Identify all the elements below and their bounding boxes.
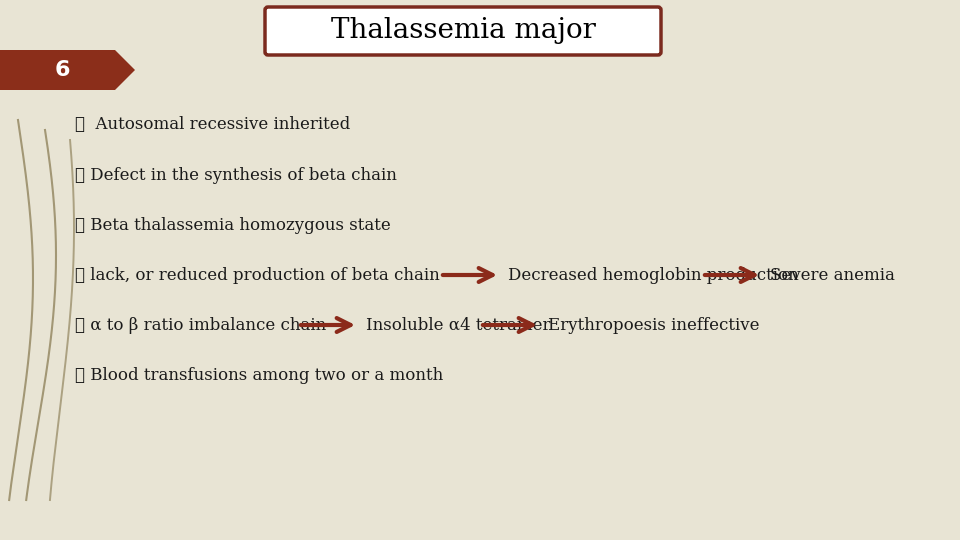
- Text: Insoluble α4 tetramer: Insoluble α4 tetramer: [366, 316, 550, 334]
- Text: Severe anemia: Severe anemia: [770, 267, 895, 284]
- Text: ☐ lack, or reduced production of beta chain: ☐ lack, or reduced production of beta ch…: [75, 267, 440, 284]
- Text: ☐  Autosomal recessive inherited: ☐ Autosomal recessive inherited: [75, 117, 350, 133]
- Text: ☐ Defect in the synthesis of beta chain: ☐ Defect in the synthesis of beta chain: [75, 166, 396, 184]
- Text: Erythropoesis ineffective: Erythropoesis ineffective: [548, 316, 759, 334]
- Text: Decreased hemoglobin production: Decreased hemoglobin production: [508, 267, 799, 284]
- Text: ☐ α to β ratio imbalance chain: ☐ α to β ratio imbalance chain: [75, 316, 326, 334]
- Text: 6: 6: [55, 60, 70, 80]
- FancyBboxPatch shape: [265, 7, 661, 55]
- Text: ☐ Beta thalassemia homozygous state: ☐ Beta thalassemia homozygous state: [75, 217, 391, 233]
- Text: Thalassemia major: Thalassemia major: [330, 17, 595, 44]
- Polygon shape: [0, 50, 135, 90]
- Text: ☐ Blood transfusions among two or a month: ☐ Blood transfusions among two or a mont…: [75, 367, 444, 383]
